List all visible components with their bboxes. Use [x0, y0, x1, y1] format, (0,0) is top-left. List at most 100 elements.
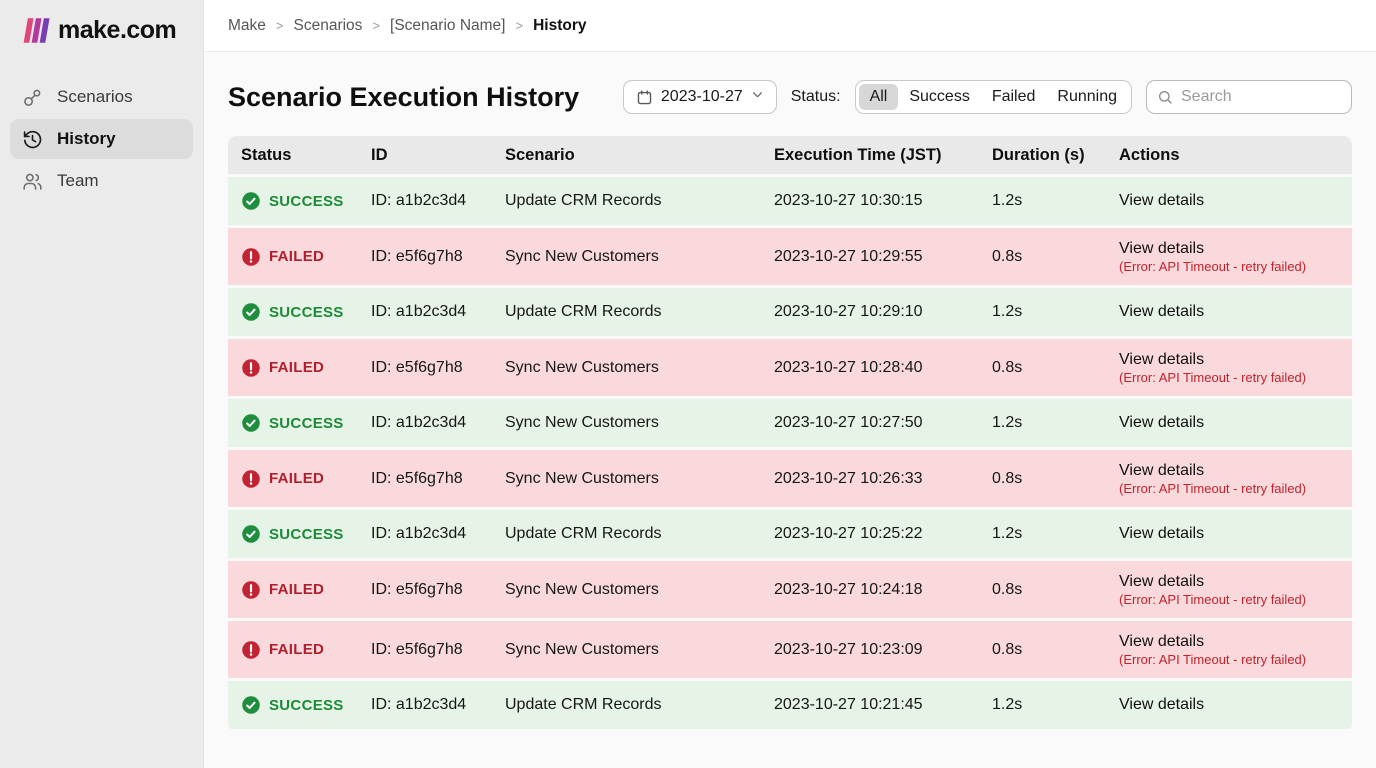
view-details-link[interactable]: View details — [1119, 351, 1348, 369]
breadcrumb-item[interactable]: [Scenario Name] — [390, 17, 505, 35]
scenario-cell: Sync New Customers — [492, 635, 761, 665]
view-details-link[interactable]: View details — [1119, 573, 1348, 591]
execution-time-cell: 2023-10-27 10:30:15 — [761, 186, 979, 216]
actions-cell: View details(Error: API Timeout - retry … — [1106, 234, 1352, 280]
error-text: (Error: API Timeout - retry failed) — [1119, 481, 1348, 496]
check-circle-icon — [241, 695, 261, 715]
scenario-cell: Sync New Customers — [492, 242, 761, 272]
breadcrumb-separator: > — [276, 18, 284, 33]
view-details-link[interactable]: View details — [1119, 696, 1348, 714]
status-cell: SUCCESS — [228, 689, 358, 721]
chevron-down-icon — [751, 88, 764, 106]
check-circle-icon — [241, 302, 261, 322]
search-box — [1146, 80, 1352, 114]
execution-time-cell: 2023-10-27 10:23:09 — [761, 635, 979, 665]
scenario-cell: Sync New Customers — [492, 575, 761, 605]
column-header: ID — [358, 146, 492, 165]
status-badge: SUCCESS — [269, 304, 344, 321]
exclamation-circle-icon — [241, 469, 261, 489]
sidebar: make.com Scenarios History Team — [0, 0, 204, 768]
duration-cell: 1.2s — [979, 297, 1106, 327]
execution-time-cell: 2023-10-27 10:26:33 — [761, 464, 979, 494]
brand-logo[interactable]: make.com — [0, 0, 203, 63]
actions-cell: View details — [1106, 690, 1352, 720]
scenario-cell: Update CRM Records — [492, 519, 761, 549]
actions-cell: View details(Error: API Timeout - retry … — [1106, 345, 1352, 391]
table-row: FAILEDID: e5f6g7h8Sync New Customers2023… — [228, 621, 1352, 678]
id-cell: ID: e5f6g7h8 — [358, 353, 492, 383]
id-cell: ID: a1b2c3d4 — [358, 297, 492, 327]
view-details-link[interactable]: View details — [1119, 414, 1348, 432]
status-filter-all[interactable]: All — [859, 84, 899, 110]
execution-time-cell: 2023-10-27 10:27:50 — [761, 408, 979, 438]
search-input[interactable] — [1146, 80, 1352, 114]
breadcrumb-item[interactable]: Make — [228, 17, 266, 35]
scenario-cell: Update CRM Records — [492, 297, 761, 327]
scenario-cell: Sync New Customers — [492, 408, 761, 438]
column-header: Actions — [1106, 146, 1352, 165]
status-cell: SUCCESS — [228, 185, 358, 217]
status-badge: SUCCESS — [269, 415, 344, 432]
history-icon — [22, 129, 43, 150]
status-badge: FAILED — [269, 359, 324, 376]
sidebar-item-team[interactable]: Team — [10, 161, 193, 201]
execution-history-table: StatusIDScenarioExecution Time (JST)Dura… — [228, 136, 1352, 732]
id-cell: ID: e5f6g7h8 — [358, 242, 492, 272]
nodes-icon — [22, 87, 43, 108]
column-header: Duration (s) — [979, 146, 1106, 165]
table-row: SUCCESSID: a1b2c3d4Update CRM Records202… — [228, 510, 1352, 558]
status-filter-failed[interactable]: Failed — [981, 84, 1047, 110]
error-text: (Error: API Timeout - retry failed) — [1119, 370, 1348, 385]
scenario-cell: Sync New Customers — [492, 464, 761, 494]
scenario-cell: Sync New Customers — [492, 353, 761, 383]
status-badge: FAILED — [269, 470, 324, 487]
table-row: FAILEDID: e5f6g7h8Sync New Customers2023… — [228, 561, 1352, 618]
status-filter-success[interactable]: Success — [898, 84, 980, 110]
status-badge: FAILED — [269, 581, 324, 598]
page-title: Scenario Execution History — [228, 82, 579, 113]
sidebar-item-scenarios[interactable]: Scenarios — [10, 77, 193, 117]
breadcrumb-item[interactable]: History — [533, 17, 586, 35]
actions-cell: View details — [1106, 408, 1352, 438]
sidebar-item-history[interactable]: History — [10, 119, 193, 159]
status-badge: SUCCESS — [269, 526, 344, 543]
status-badge: SUCCESS — [269, 193, 344, 210]
view-details-link[interactable]: View details — [1119, 462, 1348, 480]
breadcrumb-separator: > — [515, 18, 523, 33]
main-content: Scenario Execution History 2023-10-27 St… — [204, 52, 1376, 768]
breadcrumb-separator: > — [372, 18, 380, 33]
view-details-link[interactable]: View details — [1119, 525, 1348, 543]
status-cell: FAILED — [228, 574, 358, 606]
filters-bar: 2023-10-27 Status: AllSuccessFailedRunni… — [623, 80, 1352, 114]
view-details-link[interactable]: View details — [1119, 192, 1348, 210]
check-circle-icon — [241, 413, 261, 433]
column-header: Execution Time (JST) — [761, 146, 979, 165]
status-filter-running[interactable]: Running — [1046, 84, 1128, 110]
execution-time-cell: 2023-10-27 10:28:40 — [761, 353, 979, 383]
view-details-link[interactable]: View details — [1119, 240, 1348, 258]
execution-time-cell: 2023-10-27 10:29:55 — [761, 242, 979, 272]
table-row: FAILED ID: e5f6g7h8Sync New Customers2023… — [228, 339, 1352, 396]
sidebar-item-label: History — [57, 129, 116, 149]
table-row: SUCCESSID: a1b2c3d4Update CRM Records202… — [228, 177, 1352, 225]
table-body: SUCCESSID: a1b2c3d4Update CRM Records202… — [228, 177, 1352, 729]
breadcrumb: Make > Scenarios > [Scenario Name] > History — [228, 17, 586, 35]
id-cell: ID: a1b2c3d4 — [358, 186, 492, 216]
actions-cell: View details(Error: API Timeout - retry … — [1106, 456, 1352, 502]
duration-cell: 0.8s — [979, 353, 1106, 383]
date-picker-button[interactable]: 2023-10-27 — [623, 80, 777, 114]
table-row: SUCCESSID: a1b2c3d4Update CRM Records202… — [228, 288, 1352, 336]
actions-cell: View details — [1106, 186, 1352, 216]
column-header: Status — [228, 146, 358, 165]
error-text: (Error: API Timeout - retry failed) — [1119, 592, 1348, 607]
view-details-link[interactable]: View details — [1119, 303, 1348, 321]
status-badge: FAILED — [269, 641, 324, 658]
status-filter-group: AllSuccessFailedRunning — [855, 80, 1132, 114]
calendar-icon — [636, 89, 653, 106]
status-filter-label: Status: — [791, 88, 841, 106]
duration-cell: 0.8s — [979, 575, 1106, 605]
breadcrumb-item[interactable]: Scenarios — [294, 17, 363, 35]
view-details-link[interactable]: View details — [1119, 633, 1348, 651]
status-badge: FAILED — [269, 248, 324, 265]
exclamation-circle-icon — [241, 358, 261, 378]
